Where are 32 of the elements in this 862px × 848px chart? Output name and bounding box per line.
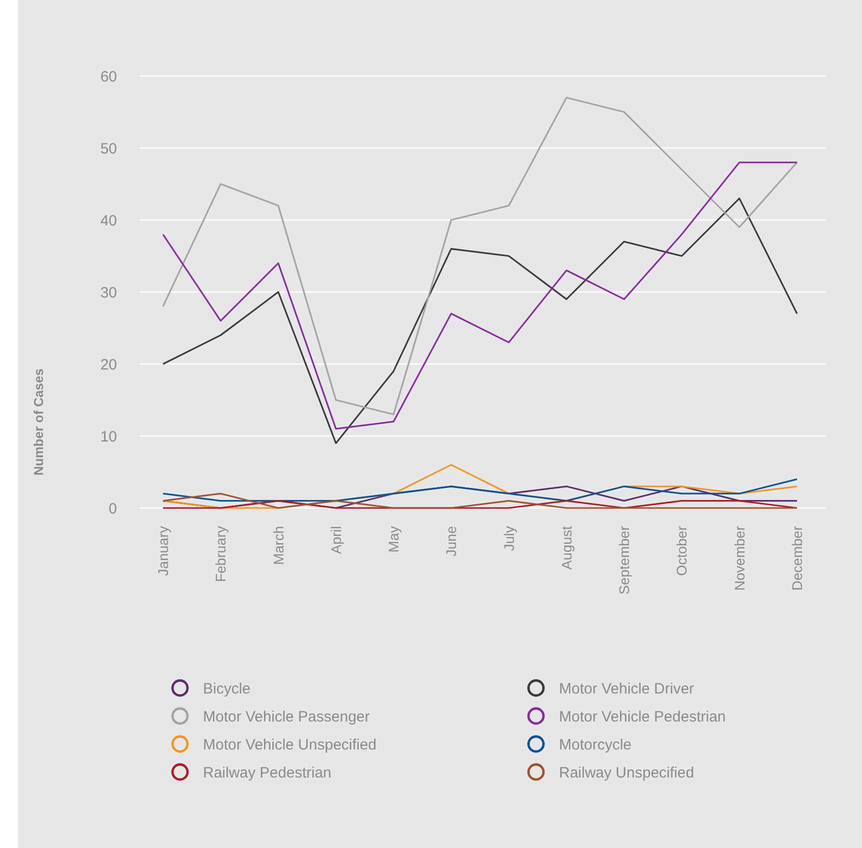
x-tick-label: August (558, 526, 574, 570)
x-tick-label: October (674, 526, 690, 576)
legend-label: Railway Pedestrian (203, 764, 332, 782)
legend-label: Bicycle (203, 680, 251, 698)
x-tick-label: December (789, 526, 805, 591)
x-tick-label: November (731, 526, 748, 591)
line-series (162, 478, 798, 502)
legend-label: Motor Vehicle Unspecified (203, 736, 376, 754)
x-tick-label: June (443, 526, 460, 556)
line-series (162, 162, 798, 430)
legend-label: Motor Vehicle Driver (559, 680, 694, 698)
x-tick-label: April (328, 526, 344, 554)
y-tick-label: 20 (100, 356, 117, 374)
x-tick-label: March (270, 526, 286, 565)
x-tick-label: September (616, 526, 632, 594)
y-tick-label: 60 (100, 68, 117, 86)
y-tick-label: 40 (100, 212, 117, 230)
legend-label: Motor Vehicle Passenger (203, 708, 370, 726)
x-tick-label: May (386, 526, 402, 552)
line-series (162, 198, 798, 444)
y-tick-label: 30 (100, 284, 117, 302)
legend-label: Motorcycle (559, 736, 632, 754)
y-axis-title: Number of Cases (31, 368, 46, 476)
legend-label: Railway Unspecified (559, 764, 694, 782)
y-tick-label: 0 (108, 500, 117, 518)
line-series (162, 96, 798, 416)
x-tick-label: February (212, 526, 229, 582)
y-tick-label: 50 (100, 140, 117, 158)
legend-label: Motor Vehicle Pedestrian (559, 708, 726, 726)
x-tick-label: July (500, 526, 517, 551)
y-tick-label: 10 (100, 428, 117, 446)
x-tick-label: January (155, 526, 171, 576)
